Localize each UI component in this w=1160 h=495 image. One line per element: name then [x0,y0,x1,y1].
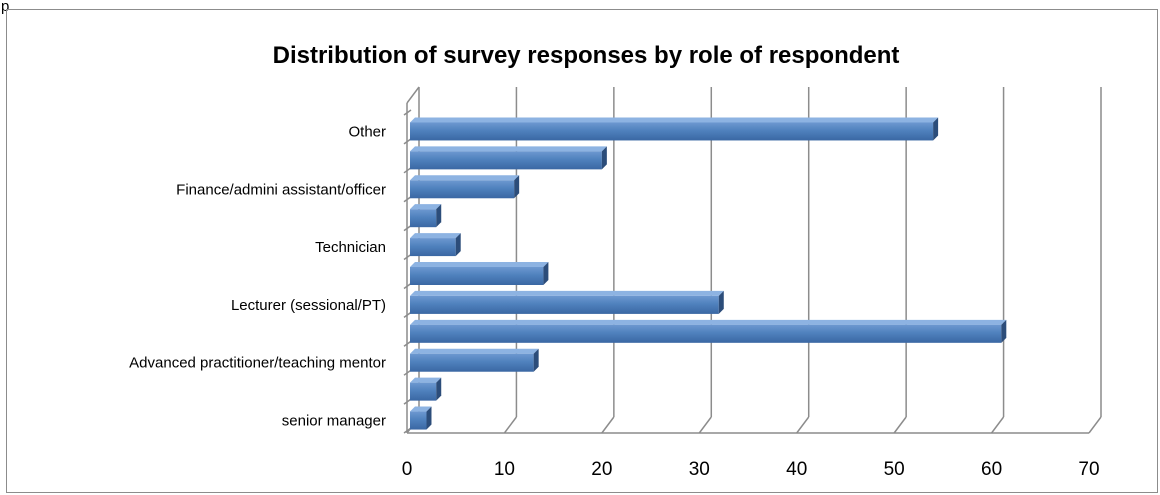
bar-top-7 [410,204,441,209]
x-tick-label-50: 50 [884,459,905,480]
bar-9 [410,151,602,169]
floor-line-20 [602,417,614,433]
category-label-2: Advanced practitioner/teaching mentor [129,355,386,372]
floor-line-70 [1089,417,1101,433]
category-label-4: Lecturer (sessional/PT) [231,297,386,314]
x-tick-label-60: 60 [981,459,1002,480]
floor-line-10 [504,417,516,433]
category-label-0: senior manager [282,413,386,430]
floor-line-50 [894,417,906,433]
bar-top-8 [410,175,519,180]
x-tick-labels: 0 10 20 30 40 50 60 70 [402,459,1100,480]
bar-top-5 [410,262,548,267]
bar-top-4 [410,291,724,296]
bar-top-3 [410,320,1006,325]
floor-line-60 [992,417,1004,433]
floor-line-40 [797,417,809,433]
bar-5 [410,267,543,285]
bar-2 [410,354,534,372]
x-tick-label-40: 40 [786,459,807,480]
bar-8 [410,180,514,198]
category-label-6: Technician [315,239,386,256]
category-label-10: Other [348,123,386,140]
left-wall-top [407,87,419,103]
x-tick-label-10: 10 [494,459,515,480]
category-labels: senior manager Advanced practitioner/teac… [129,123,386,429]
x-tick-label-0: 0 [402,459,413,480]
bar-top-2 [410,349,539,354]
bar-3 [410,325,1001,343]
bar-10 [410,122,933,140]
x-tick-label-70: 70 [1078,459,1099,480]
bar-top-9 [410,146,607,151]
chart-title: Distribution of survey responses by role… [273,42,900,69]
bar-top-10 [410,117,938,122]
bar-0 [410,412,426,430]
category-label-8: Finance/admini assistant/officer [176,181,386,198]
bar-top-6 [410,233,461,238]
floor-line-30 [699,417,711,433]
x-tick-label-30: 30 [689,459,710,480]
x-tick-label-20: 20 [591,459,612,480]
bar-top-1 [410,378,441,383]
bar-7 [410,209,436,227]
bar-6 [410,238,456,256]
bar-1 [410,383,436,401]
bar-4 [410,296,719,314]
bars [410,117,1006,429]
